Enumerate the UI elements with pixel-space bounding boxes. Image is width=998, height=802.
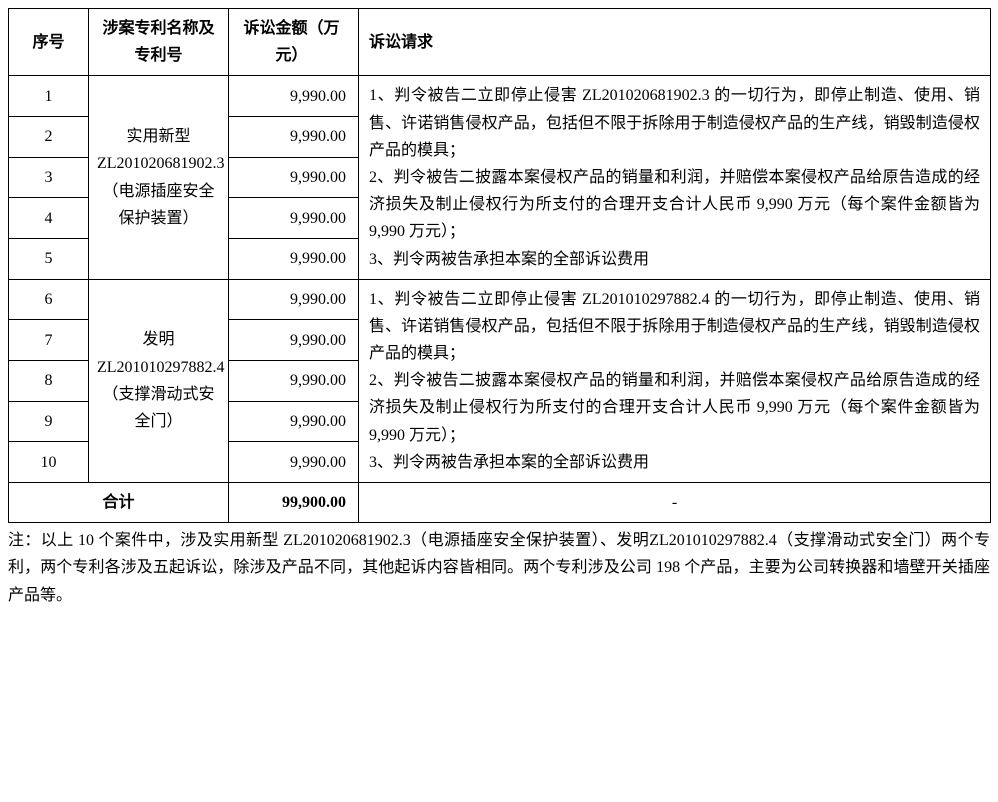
cell-seq: 6 [9, 279, 89, 320]
cell-amount: 9,990.00 [229, 361, 359, 402]
cell-seq: 5 [9, 239, 89, 280]
header-amount: 诉讼金额（万元） [229, 9, 359, 76]
header-patent: 涉案专利名称及专利号 [89, 9, 229, 76]
table-total-row: 合计 99,900.00 - [9, 483, 991, 523]
footnote-text: 注：以上 10 个案件中，涉及实用新型 ZL201020681902.3（电源插… [8, 527, 990, 609]
cell-seq: 9 [9, 401, 89, 442]
cell-seq: 2 [9, 117, 89, 158]
cell-amount: 9,990.00 [229, 117, 359, 158]
cell-amount: 9,990.00 [229, 76, 359, 117]
cell-total-dash: - [359, 483, 991, 523]
cell-patent-group1: 实用新型ZL201020681902.3（电源插座安全保护装置） [89, 76, 229, 279]
cell-amount: 9,990.00 [229, 320, 359, 361]
cell-amount: 9,990.00 [229, 157, 359, 198]
cell-request-group1: 1、判令被告二立即停止侵害 ZL201020681902.3 的一切行为，即停止… [359, 76, 991, 279]
cell-patent-group2: 发明ZL201010297882.4（支撑滑动式安全门） [89, 279, 229, 482]
litigation-table: 序号 涉案专利名称及专利号 诉讼金额（万元） 诉讼请求 1 实用新型ZL2010… [8, 8, 991, 523]
cell-request-group2: 1、判令被告二立即停止侵害 ZL201010297882.4 的一切行为，即停止… [359, 279, 991, 482]
cell-seq: 8 [9, 361, 89, 402]
cell-amount: 9,990.00 [229, 279, 359, 320]
header-seq: 序号 [9, 9, 89, 76]
cell-amount: 9,990.00 [229, 239, 359, 280]
cell-seq: 1 [9, 76, 89, 117]
table-header-row: 序号 涉案专利名称及专利号 诉讼金额（万元） 诉讼请求 [9, 9, 991, 76]
cell-seq: 10 [9, 442, 89, 483]
table-row: 1 实用新型ZL201020681902.3（电源插座安全保护装置） 9,990… [9, 76, 991, 117]
cell-amount: 9,990.00 [229, 401, 359, 442]
header-request: 诉讼请求 [359, 9, 991, 76]
cell-seq: 4 [9, 198, 89, 239]
table-row: 6 发明ZL201010297882.4（支撑滑动式安全门） 9,990.00 … [9, 279, 991, 320]
cell-total-amount: 99,900.00 [229, 483, 359, 523]
cell-seq: 3 [9, 157, 89, 198]
cell-amount: 9,990.00 [229, 442, 359, 483]
cell-total-label: 合计 [9, 483, 229, 523]
cell-amount: 9,990.00 [229, 198, 359, 239]
cell-seq: 7 [9, 320, 89, 361]
